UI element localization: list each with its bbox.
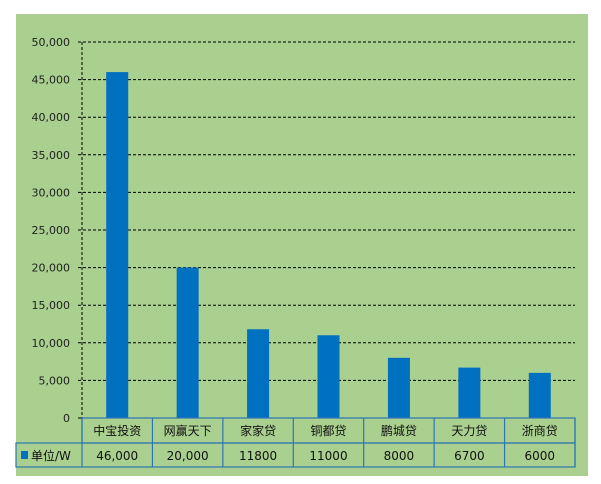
bar-1 xyxy=(106,72,129,418)
category-label: 浙商贷 xyxy=(522,423,558,438)
bar-5 xyxy=(387,357,410,418)
y-tick-label: 15,000 xyxy=(32,299,71,312)
y-tick-label: 45,000 xyxy=(32,74,71,87)
y-tick-label: 20,000 xyxy=(32,262,71,275)
y-tick-label: 40,000 xyxy=(32,111,71,124)
y-tick-label: 10,000 xyxy=(32,337,71,350)
y-tick-label: 5,000 xyxy=(39,374,71,387)
category-label: 家家贷 xyxy=(240,423,276,438)
legend-key xyxy=(21,451,28,459)
legend-series-name: 单位/W xyxy=(31,448,71,463)
y-tick-label: 0 xyxy=(63,412,70,425)
bar-7 xyxy=(528,372,551,418)
bar-3 xyxy=(247,329,270,418)
category-label: 鹏城贷 xyxy=(381,424,417,438)
data-label: 11800 xyxy=(239,449,277,463)
data-label: 6000 xyxy=(525,449,556,463)
category-label: 天力贷 xyxy=(451,424,487,438)
y-tick-label: 50,000 xyxy=(32,36,71,49)
y-tick-label: 30,000 xyxy=(32,186,71,199)
data-label: 46,000 xyxy=(96,449,138,463)
data-label: 11000 xyxy=(309,449,347,463)
y-tick-label: 25,000 xyxy=(32,224,71,237)
category-label: 铜都贷 xyxy=(310,423,346,438)
y-tick-label: 35,000 xyxy=(32,149,71,162)
category-label: 中宝投资 xyxy=(93,423,141,438)
chart-background xyxy=(16,14,588,476)
data-label: 6700 xyxy=(454,449,485,463)
data-label: 20,000 xyxy=(167,449,209,463)
data-label: 8000 xyxy=(384,449,415,463)
bar-2 xyxy=(176,267,199,418)
bar-6 xyxy=(458,367,481,418)
bar-4 xyxy=(317,335,340,418)
category-label: 网赢天下 xyxy=(164,423,212,438)
